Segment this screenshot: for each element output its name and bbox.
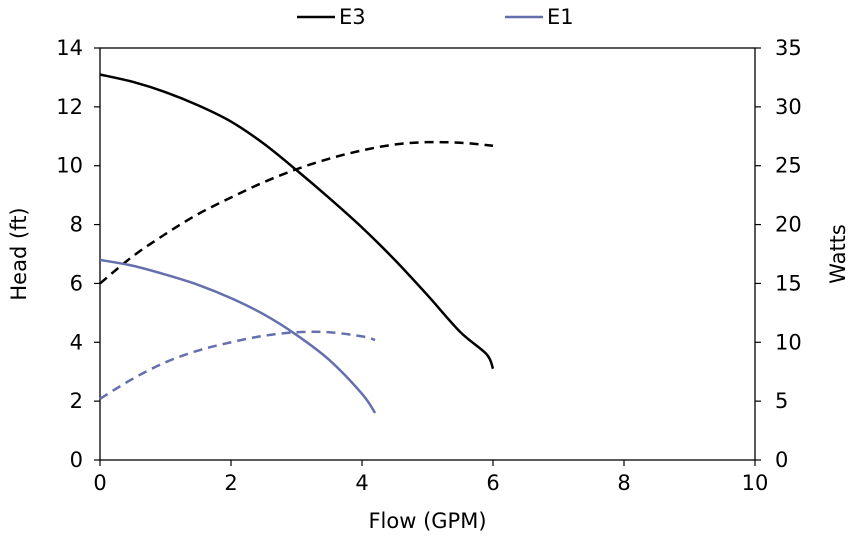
y-tick-label: 8 (70, 213, 83, 237)
y-axis-title: Head (ft) (7, 207, 31, 300)
y-tick-label: 2 (70, 389, 83, 413)
x-tick-label: 6 (486, 471, 499, 495)
x-axis-title: Flow (GPM) (368, 509, 486, 533)
series-line-e3-head (99, 73, 495, 370)
series-line-e1-head (99, 258, 377, 414)
y-tick-label: 14 (56, 36, 83, 60)
series-line-e3-power (99, 140, 494, 285)
x-tick-label: 0 (93, 471, 106, 495)
x-tick-label: 10 (742, 471, 769, 495)
x-tick-label: 2 (224, 471, 237, 495)
y2-tick-label: 0 (775, 448, 788, 472)
legend: E3 E1 (297, 5, 574, 29)
legend-label-e3: E3 (339, 5, 366, 29)
y2-tick-label: 30 (775, 95, 802, 119)
x-tick-label: 8 (617, 471, 630, 495)
y2-tick-label: 20 (775, 213, 802, 237)
y2-tick-label: 15 (775, 271, 802, 295)
plot-area (99, 47, 756, 461)
x-tick-label: 4 (355, 471, 368, 495)
y2-tick-label: 10 (775, 330, 802, 354)
y-tick-label: 4 (70, 330, 83, 354)
series-layer (99, 73, 495, 414)
series-line-e1-power (99, 330, 376, 400)
y2-tick-label: 5 (775, 389, 788, 413)
legend-label-e1: E1 (547, 5, 574, 29)
y-tick-label: 6 (70, 271, 83, 295)
secondary-y-axis-title: Watts (826, 224, 849, 284)
y-tick-label: 0 (70, 448, 83, 472)
y2-tick-label: 35 (775, 36, 802, 60)
y-tick-label: 10 (56, 154, 83, 178)
y-tick-label: 12 (56, 95, 83, 119)
y2-tick-label: 25 (775, 154, 802, 178)
